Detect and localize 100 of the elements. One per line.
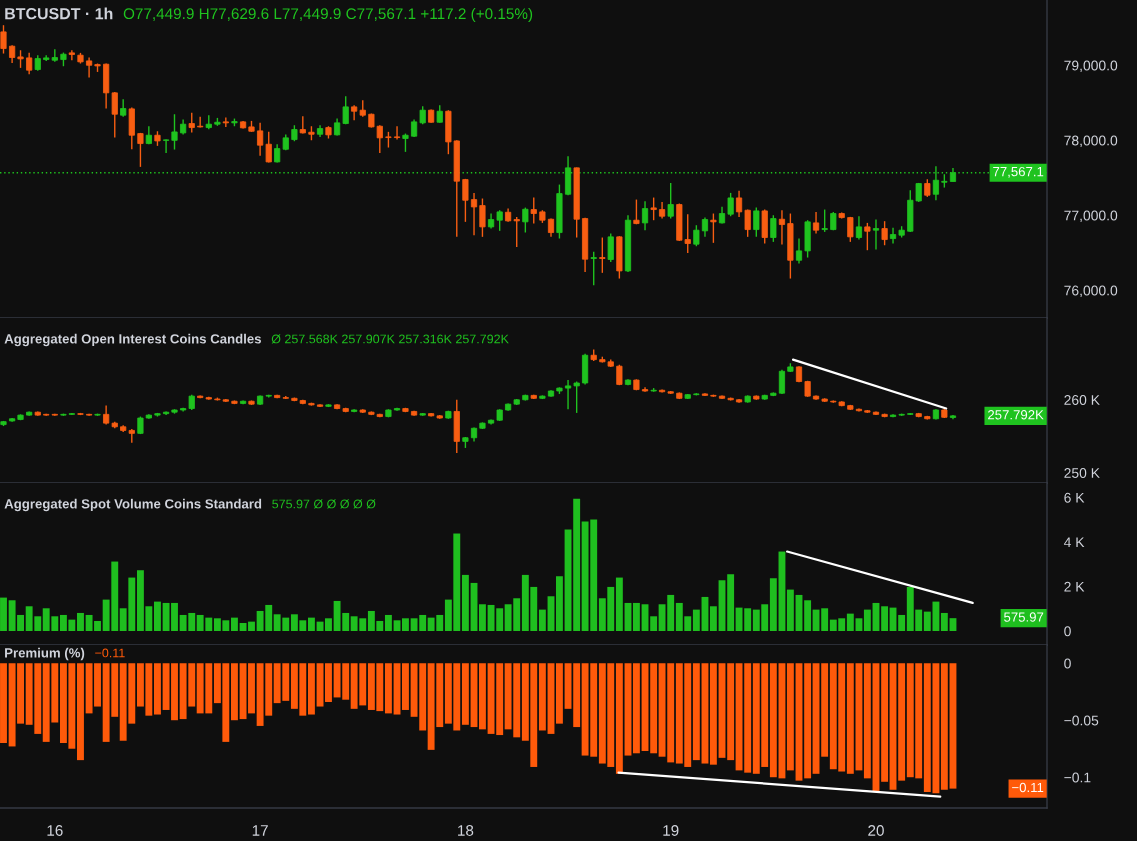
text: −0.11 xyxy=(1012,782,1044,793)
candlestick xyxy=(171,113,178,151)
text: 575.97 Ø Ø Ø Ø Ø xyxy=(272,499,376,509)
bar xyxy=(461,574,469,631)
candlestick xyxy=(778,209,786,246)
bar xyxy=(632,602,640,631)
bar xyxy=(898,614,906,631)
bar xyxy=(615,577,623,631)
candlestick xyxy=(693,224,700,247)
bar xyxy=(863,609,871,631)
text: Aggregated Open Interest Coins Candles xyxy=(4,333,261,347)
candlestick xyxy=(274,143,281,164)
bar xyxy=(77,612,84,631)
y-tick-label: 250 K xyxy=(1064,468,1100,478)
candlestick xyxy=(26,52,33,75)
y-tick-label: 6 K xyxy=(1064,492,1085,503)
candlestick xyxy=(744,208,751,238)
candlestick xyxy=(753,206,760,238)
bar xyxy=(855,618,863,631)
x-tick-label: 20 xyxy=(868,825,884,836)
bar xyxy=(709,606,717,631)
chart-subtitle: O77,449.9 H77,629.6 L77,449.9 C77,567.1 +117.2 (+0.15%) xyxy=(123,7,533,23)
bar xyxy=(650,616,658,631)
bar xyxy=(402,618,409,631)
candlestick xyxy=(530,196,537,225)
chart-title: Premium (%) xyxy=(5,647,85,661)
candlestick xyxy=(68,49,75,61)
candlestick xyxy=(222,116,229,128)
candlestick xyxy=(513,216,520,248)
candlestick xyxy=(855,215,863,241)
annotation: 575.97 xyxy=(1004,612,1044,622)
y-tick-label: 260 K xyxy=(1064,395,1100,405)
candlestick xyxy=(573,380,580,414)
y-tick-label: 2 K xyxy=(1064,581,1085,592)
bar xyxy=(846,613,854,631)
bar xyxy=(769,578,777,631)
y-tick-label: 4 K xyxy=(1063,537,1085,547)
candlestick xyxy=(607,232,614,263)
y-tick-label: 77,000.0 xyxy=(1064,210,1118,223)
annotation: −0.11 xyxy=(95,648,125,658)
candlestick xyxy=(470,192,478,236)
bar xyxy=(692,609,700,631)
y-tick-label: −0.1 xyxy=(1064,772,1091,783)
annotation: 257.792K xyxy=(988,410,1044,420)
candlestick xyxy=(812,211,820,235)
candlestick xyxy=(770,214,777,243)
candlestick xyxy=(103,404,110,426)
candlestick xyxy=(710,212,717,244)
candlestick xyxy=(701,216,709,238)
candlestick xyxy=(111,91,118,139)
candlestick xyxy=(795,237,803,265)
bar xyxy=(538,609,546,631)
candlestick xyxy=(821,208,828,233)
candlestick xyxy=(889,227,897,245)
candlestick xyxy=(650,196,657,221)
candlestick xyxy=(162,138,170,154)
chart-title: BTCUSDT · 1h xyxy=(5,7,113,20)
candlestick xyxy=(197,116,204,129)
bar xyxy=(940,612,948,631)
bar xyxy=(307,617,315,631)
candlestick xyxy=(667,182,674,220)
bar xyxy=(786,589,794,631)
candlestick xyxy=(299,115,306,135)
bar xyxy=(154,601,161,631)
y-tick-label: −0.05 xyxy=(1064,715,1099,726)
candlestick xyxy=(590,251,597,286)
candlestick xyxy=(342,95,349,125)
candlestick xyxy=(257,122,264,157)
candlestick xyxy=(864,222,871,251)
text: Ø 257.568K 257.907K 257.316K 257.792K xyxy=(271,334,509,344)
candlestick xyxy=(0,24,7,55)
x-tick-label: 17 xyxy=(252,825,268,836)
text: Aggregated Spot Volume Coins Standard xyxy=(4,498,262,512)
candlestick xyxy=(137,132,144,168)
bar xyxy=(727,574,735,631)
bar xyxy=(0,597,7,631)
candlestick xyxy=(847,216,854,243)
bar xyxy=(478,604,486,631)
candlestick xyxy=(727,192,734,217)
bar xyxy=(804,600,812,631)
y-tick-label: 0 xyxy=(1064,658,1071,669)
y-tick-label: 0 xyxy=(1064,626,1071,637)
bar xyxy=(881,606,889,631)
candlestick xyxy=(522,206,529,234)
bar xyxy=(821,608,829,631)
x-tick-label: 18 xyxy=(458,825,474,836)
candlestick xyxy=(778,369,786,395)
candlestick xyxy=(265,131,272,164)
candlestick xyxy=(881,220,888,246)
candlestick xyxy=(633,198,640,225)
candlestick xyxy=(462,178,469,223)
candlestick xyxy=(496,209,503,232)
candlestick xyxy=(599,236,606,274)
candlestick xyxy=(188,112,195,134)
candlestick xyxy=(735,190,743,218)
bar xyxy=(231,617,238,631)
candlestick xyxy=(564,379,572,410)
y-tick-label: 78,000.0 xyxy=(1064,135,1118,148)
bar xyxy=(555,576,563,631)
candlestick xyxy=(641,200,649,231)
